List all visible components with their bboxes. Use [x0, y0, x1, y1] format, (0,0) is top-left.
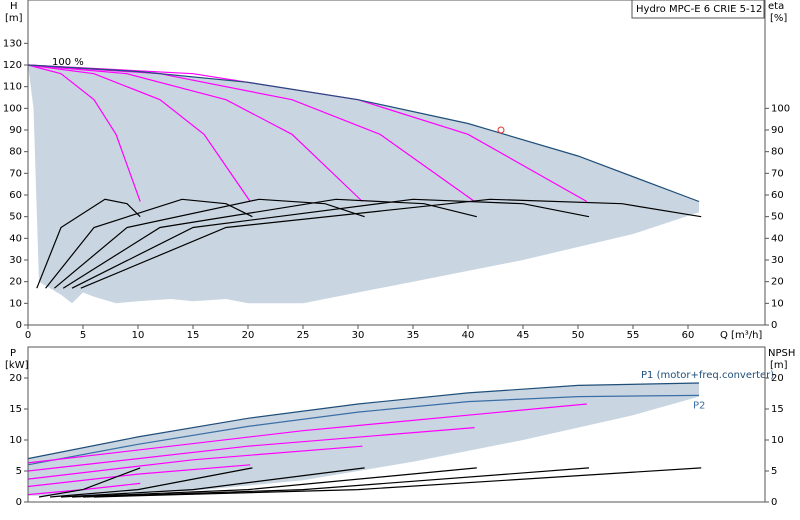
y-tick-label: 90 [9, 125, 22, 136]
plot-frame [27, 0, 766, 326]
y2-tick-label: 60 [771, 190, 784, 201]
y2-axis-unit: [m] [770, 360, 788, 371]
curve [27, 64, 363, 202]
chart-title: Hydro MPC-E 6 CRIE 5-12 [636, 4, 762, 15]
y2-tick-label: 100 [771, 103, 790, 114]
curve [27, 403, 587, 464]
x-tick-label: 20 [242, 330, 255, 341]
y-tick-label: 20 [9, 373, 22, 384]
x-tick-label: 5 [80, 330, 86, 341]
y-tick-label: 110 [3, 82, 22, 93]
y-tick-label: 100 [3, 103, 22, 114]
y-tick-label: 15 [9, 404, 22, 415]
x-tick-label: 30 [352, 330, 365, 341]
curve [45, 198, 253, 289]
y2-axis-label: NPSH [768, 348, 795, 359]
y-tick-label: 120 [3, 60, 22, 71]
y2-tick-label: 30 [771, 255, 784, 266]
y-tick-label: 130 [3, 38, 22, 49]
area [28, 65, 699, 304]
y-tick-label: 70 [9, 168, 22, 179]
y2-tick-label: 70 [771, 168, 784, 179]
curve [27, 464, 251, 488]
series-label: P2 [693, 400, 705, 411]
y-tick-label: 50 [9, 212, 22, 223]
x-tick-label: 50 [572, 330, 585, 341]
y-axis-label: P [10, 348, 16, 359]
y2-tick-label: 5 [771, 466, 777, 477]
title-box [631, 0, 765, 19]
y-axis-label: H [10, 1, 18, 12]
x-tick-label: 10 [132, 330, 145, 341]
curve [27, 394, 700, 466]
y2-tick-label: 40 [771, 233, 784, 244]
y-tick-label: 0 [16, 497, 22, 508]
y2-tick-label: 50 [771, 212, 784, 223]
y2-tick-label: 15 [771, 404, 784, 415]
y2-axis-label: eta [768, 1, 784, 12]
curve [38, 467, 141, 498]
x-tick-label: 60 [682, 330, 695, 341]
y2-tick-label: 20 [771, 373, 784, 384]
curve [27, 64, 251, 202]
y-tick-label: 40 [9, 233, 22, 244]
x-tick-label: 0 [25, 330, 31, 341]
y-tick-label: 60 [9, 190, 22, 201]
curve [71, 198, 590, 289]
series-label: P1 (motor+freq.converter) [641, 370, 774, 381]
x-tick-label: 15 [187, 330, 200, 341]
y-tick-label: 80 [9, 147, 22, 158]
y-tick-label: 10 [9, 298, 22, 309]
curve [82, 467, 590, 498]
curve [60, 467, 365, 498]
y2-axis-unit: [%] [770, 13, 787, 24]
y2-tick-label: 80 [771, 147, 784, 158]
x-tick-label: 25 [297, 330, 310, 341]
annotation: 100 % [52, 57, 84, 68]
y-tick-label: 5 [16, 466, 22, 477]
marker [497, 126, 505, 134]
y-tick-label: 0 [16, 320, 22, 331]
curve [49, 467, 253, 498]
x-tick-label: 40 [462, 330, 475, 341]
y-tick-label: 30 [9, 255, 22, 266]
x-axis-label: Q [m³/h] [720, 330, 762, 341]
curve [80, 198, 702, 289]
area [28, 383, 699, 496]
y2-tick-label: 10 [771, 435, 784, 446]
curve [27, 445, 363, 480]
x-tick-label: 35 [407, 330, 420, 341]
y-axis-unit: [m] [5, 13, 23, 24]
y2-tick-label: 10 [771, 298, 784, 309]
curve [36, 198, 141, 289]
curve [62, 198, 477, 289]
y2-tick-label: 20 [771, 277, 784, 288]
y2-tick-label: 0 [771, 497, 777, 508]
y-axis-unit: [kW] [5, 360, 29, 371]
curve [27, 382, 700, 460]
y2-tick-label: 90 [771, 125, 784, 136]
plot-frame [27, 346, 766, 503]
x-tick-label: 45 [517, 330, 530, 341]
curve [27, 64, 700, 203]
curve [27, 64, 141, 202]
y-tick-label: 10 [9, 435, 22, 446]
curve [54, 198, 365, 289]
curve [93, 467, 702, 498]
curve [71, 467, 477, 498]
x-tick-label: 55 [627, 330, 640, 341]
y2-tick-label: 0 [771, 320, 777, 331]
curve [27, 427, 475, 472]
y-tick-label: 20 [9, 277, 22, 288]
